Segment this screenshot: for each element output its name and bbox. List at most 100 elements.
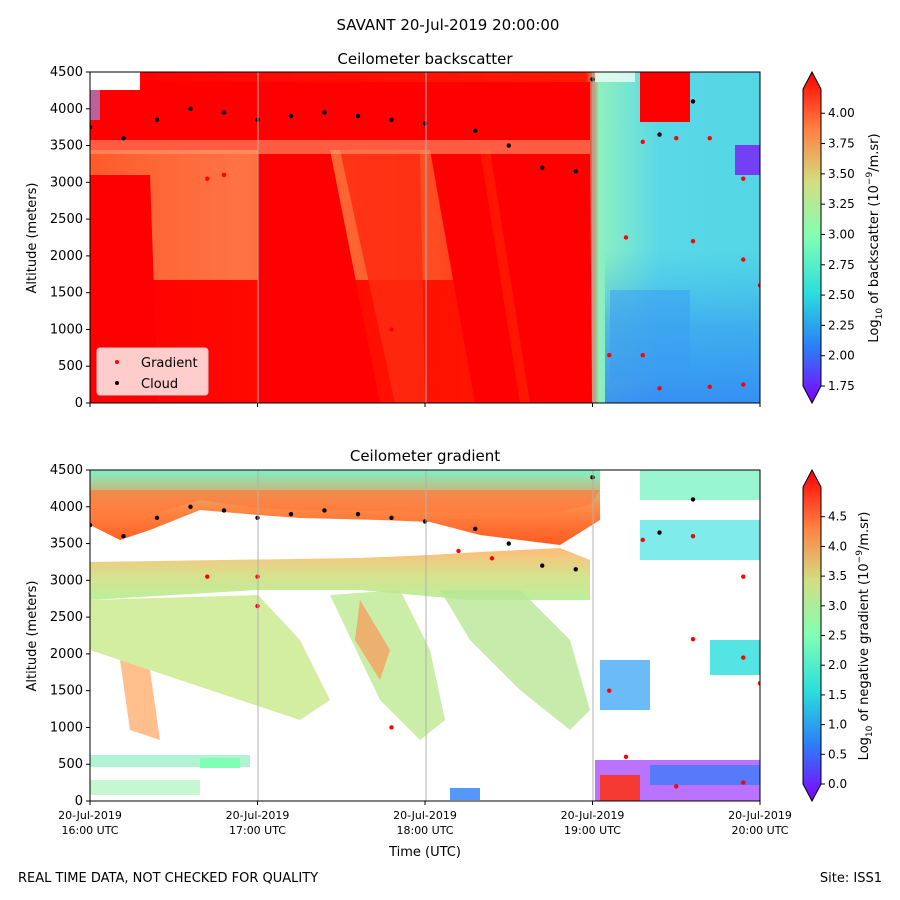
colorbar-tick-label: 4.00 (828, 106, 855, 120)
gradient-point (389, 327, 394, 332)
colorbar-tick-label: 2.0 (828, 658, 847, 672)
colorbar-tick-label: 3.75 (828, 137, 855, 151)
x-tick-date: 20-Jul-2019 (393, 809, 457, 822)
colorbar-tick-label: 2.25 (828, 318, 855, 332)
y-tick-label: 1500 (50, 286, 83, 301)
cloud-point (90, 124, 93, 130)
y-tick-label: 500 (58, 757, 83, 772)
gradient-colorbar-label: Log10 of negative gradient (10−9/m.sr) (855, 512, 875, 761)
gradient-point (389, 725, 394, 730)
cloud-point (657, 132, 662, 137)
x-tick-time: 16:00 UTC (61, 824, 118, 837)
gradient-ylabel: Altitude (meters) (25, 581, 40, 692)
backscatter-y-ticks: 0 500 1000 1500 2000 2500 3000 3500 4000 4500 (50, 65, 90, 411)
gradient-point (221, 172, 227, 178)
colorbar-tick-label: 3.25 (828, 197, 855, 211)
cloud-point (540, 563, 545, 568)
backscatter-colorbar-label: Log10 of backscatter (10−9/m.sr) (865, 133, 885, 342)
cloud-point (221, 508, 227, 513)
y-tick-label: 0 (75, 794, 83, 809)
y-tick-label: 1000 (50, 322, 83, 337)
cloud-point (322, 110, 327, 115)
gradient-point (657, 386, 662, 391)
gradient-point (757, 283, 760, 288)
gradient-point (489, 556, 495, 561)
cloud-point (473, 526, 478, 532)
colorbar-tick-label: 3.00 (828, 227, 855, 241)
cloud-point (422, 121, 428, 126)
gradient-point (640, 537, 645, 543)
cloud-point (121, 534, 126, 539)
y-tick-label: 0 (75, 396, 83, 411)
gradient-colorbar: 0.0 0.5 1.0 1.5 2.0 2.5 3.0 3.5 4.0 4.5 Log10 of … (802, 468, 875, 803)
cloud-point (188, 504, 193, 509)
gradient-point (205, 176, 210, 181)
y-tick-label: 4000 (50, 500, 83, 515)
y-tick-label: 3000 (50, 573, 83, 588)
legend-gradient-label: Gradient (141, 356, 198, 371)
gradient-point (623, 754, 629, 760)
gradient-point (623, 235, 629, 240)
cloud-point (473, 128, 478, 134)
gradient-point (741, 257, 746, 262)
y-tick-label: 4500 (50, 463, 83, 478)
gradient-point (640, 139, 645, 145)
y-tick-label: 3000 (50, 175, 83, 190)
x-tick-date: 20-Jul-2019 (561, 809, 625, 822)
gradient-point (205, 574, 210, 579)
colorbar-tick-label: 3.0 (828, 599, 847, 613)
cloud-point (121, 136, 126, 141)
gradient-point (707, 384, 712, 390)
backscatter-colorbar: 1.75 2.00 2.25 2.50 2.75 3.00 3.25 3.50 3.75 4.00… (802, 70, 885, 405)
cloud-point (322, 508, 327, 513)
colorbar-tick-label: 2.75 (828, 258, 855, 272)
colorbar-tick-label: 1.5 (828, 688, 847, 702)
x-tick-time: 19:00 UTC (564, 824, 621, 837)
colorbar-tick-label: 0.0 (828, 777, 847, 791)
y-tick-label: 1500 (50, 684, 83, 699)
cloud-point (506, 143, 511, 148)
figure-title: SAVANT 20-Jul-2019 20:00:00 (337, 16, 560, 34)
y-tick-label: 2500 (50, 610, 83, 625)
gradient-point (690, 238, 696, 244)
cloud-point (690, 99, 696, 104)
y-tick-label: 4500 (50, 65, 83, 80)
cloud-point (154, 515, 160, 521)
gradient-point (741, 176, 746, 181)
gradient-point (741, 655, 746, 660)
cloud-point (422, 519, 428, 524)
cloud-point (389, 117, 394, 123)
cloud-point (355, 511, 361, 517)
y-tick-label: 2500 (50, 212, 83, 227)
footer-disclaimer: REAL TIME DATA, NOT CHECKED FOR QUALITY (18, 871, 318, 886)
y-tick-label: 3500 (50, 537, 83, 552)
cloud-point (540, 165, 545, 170)
gradient-point (674, 136, 679, 141)
gradient-point (690, 534, 696, 539)
cloud-point (690, 497, 696, 502)
cloud-point (154, 117, 160, 123)
backscatter-x-ticks (89, 403, 761, 407)
x-tick-date: 20-Jul-2019 (728, 809, 792, 822)
x-tick-time: 18:00 UTC (396, 824, 453, 837)
gradient-point (707, 136, 712, 141)
y-tick-label: 500 (58, 359, 83, 374)
cloud-point (188, 106, 193, 111)
gradient-point (741, 574, 746, 579)
x-tick-date: 20-Jul-2019 (226, 809, 290, 822)
gradient-point (690, 636, 696, 642)
colorbar-tick-label: 3.5 (828, 569, 847, 583)
gradient-y-ticks: 0 500 1000 1500 2000 2500 3000 3500 4000 4500 (50, 463, 90, 809)
cloud-point (573, 567, 578, 572)
gradient-xlabel: Time (UTC) (388, 845, 461, 860)
y-tick-label: 2000 (50, 647, 83, 662)
cloud-point (657, 530, 662, 535)
colorbar-tick-label: 1.0 (828, 718, 847, 732)
colorbar-tick-label: 1.75 (828, 379, 855, 393)
gradient-point (674, 784, 679, 789)
cloud-point (389, 515, 394, 521)
colorbar-tick-label: 2.50 (828, 288, 855, 302)
colorbar-tick-label: 3.50 (828, 167, 855, 181)
gradient-x-ticks: 20-Jul-2019 16:00 UTC 20-Jul-2019 17:00 UTC… (58, 801, 792, 837)
